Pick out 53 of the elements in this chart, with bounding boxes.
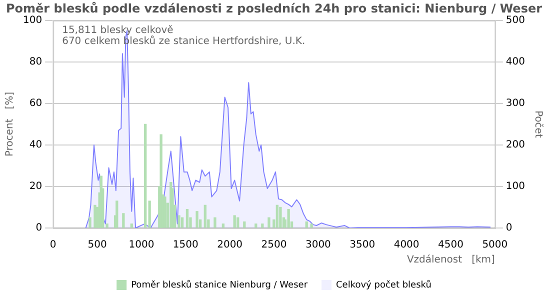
y2-tick-label: 100 (506, 181, 526, 192)
legend-label: Celkový počet blesků (336, 279, 432, 290)
bar (233, 215, 236, 228)
bar (214, 217, 216, 228)
bar (186, 208, 189, 228)
bar (268, 217, 270, 228)
y-tick-label: 40 (29, 140, 42, 151)
x-axis-title: Vzdálenost [km] (406, 254, 495, 266)
y2-tick-label: 500 (506, 14, 526, 26)
x-tick-label: 3000 (305, 240, 331, 251)
bar (116, 200, 118, 228)
bar (236, 217, 240, 228)
y2-axis-title: Počet (532, 110, 544, 138)
bar (287, 208, 290, 228)
annotation: 15,811 blesky celkově (62, 24, 174, 36)
bar (254, 224, 258, 228)
y2-tick-label: 300 (506, 98, 526, 110)
chart-title: Poměr blesků podle vzdálenosti z posledních 24h pro stanici: Nienburg / Weser (6, 1, 542, 16)
y2-tick-label: 0 (506, 222, 512, 234)
y2-tick-label: 200 (506, 140, 526, 151)
bar (180, 217, 184, 228)
y2-tick-label: 400 (506, 56, 526, 68)
x-tick-label: 500 (88, 240, 107, 251)
bar (261, 224, 264, 228)
legend-label: Poměr blesků stanice Nienburg / Weser (131, 279, 308, 290)
y-axis-title: Procent [%] (4, 92, 16, 157)
x-tick-label: 3500 (350, 240, 376, 251)
y-tick-label: 60 (29, 98, 42, 110)
bar (196, 211, 198, 228)
bar (122, 213, 125, 228)
bar (130, 224, 133, 228)
bar (144, 124, 147, 228)
x-tick-label: 4000 (394, 240, 420, 251)
x-tick-label: 0 (50, 240, 56, 251)
y-tick-label: 100 (22, 14, 42, 26)
bar (204, 204, 206, 228)
x-tick-label: 1500 (172, 240, 198, 251)
x-tick-label: 5000 (482, 240, 508, 251)
bar (222, 224, 225, 228)
x-tick-label: 2000 (217, 240, 243, 251)
bar (279, 206, 282, 228)
bar (148, 200, 151, 228)
bar (310, 224, 313, 228)
bar (276, 204, 279, 228)
bar (305, 221, 308, 228)
x-tick-label: 2500 (261, 240, 287, 251)
x-tick-label: 1000 (128, 240, 154, 251)
bar (88, 217, 92, 228)
y-tick-label: 0 (36, 222, 42, 234)
bar (243, 221, 246, 228)
y-tick-label: 80 (29, 56, 42, 68)
y-tick-label: 20 (29, 181, 42, 192)
x-tick-label: 4500 (438, 240, 464, 251)
